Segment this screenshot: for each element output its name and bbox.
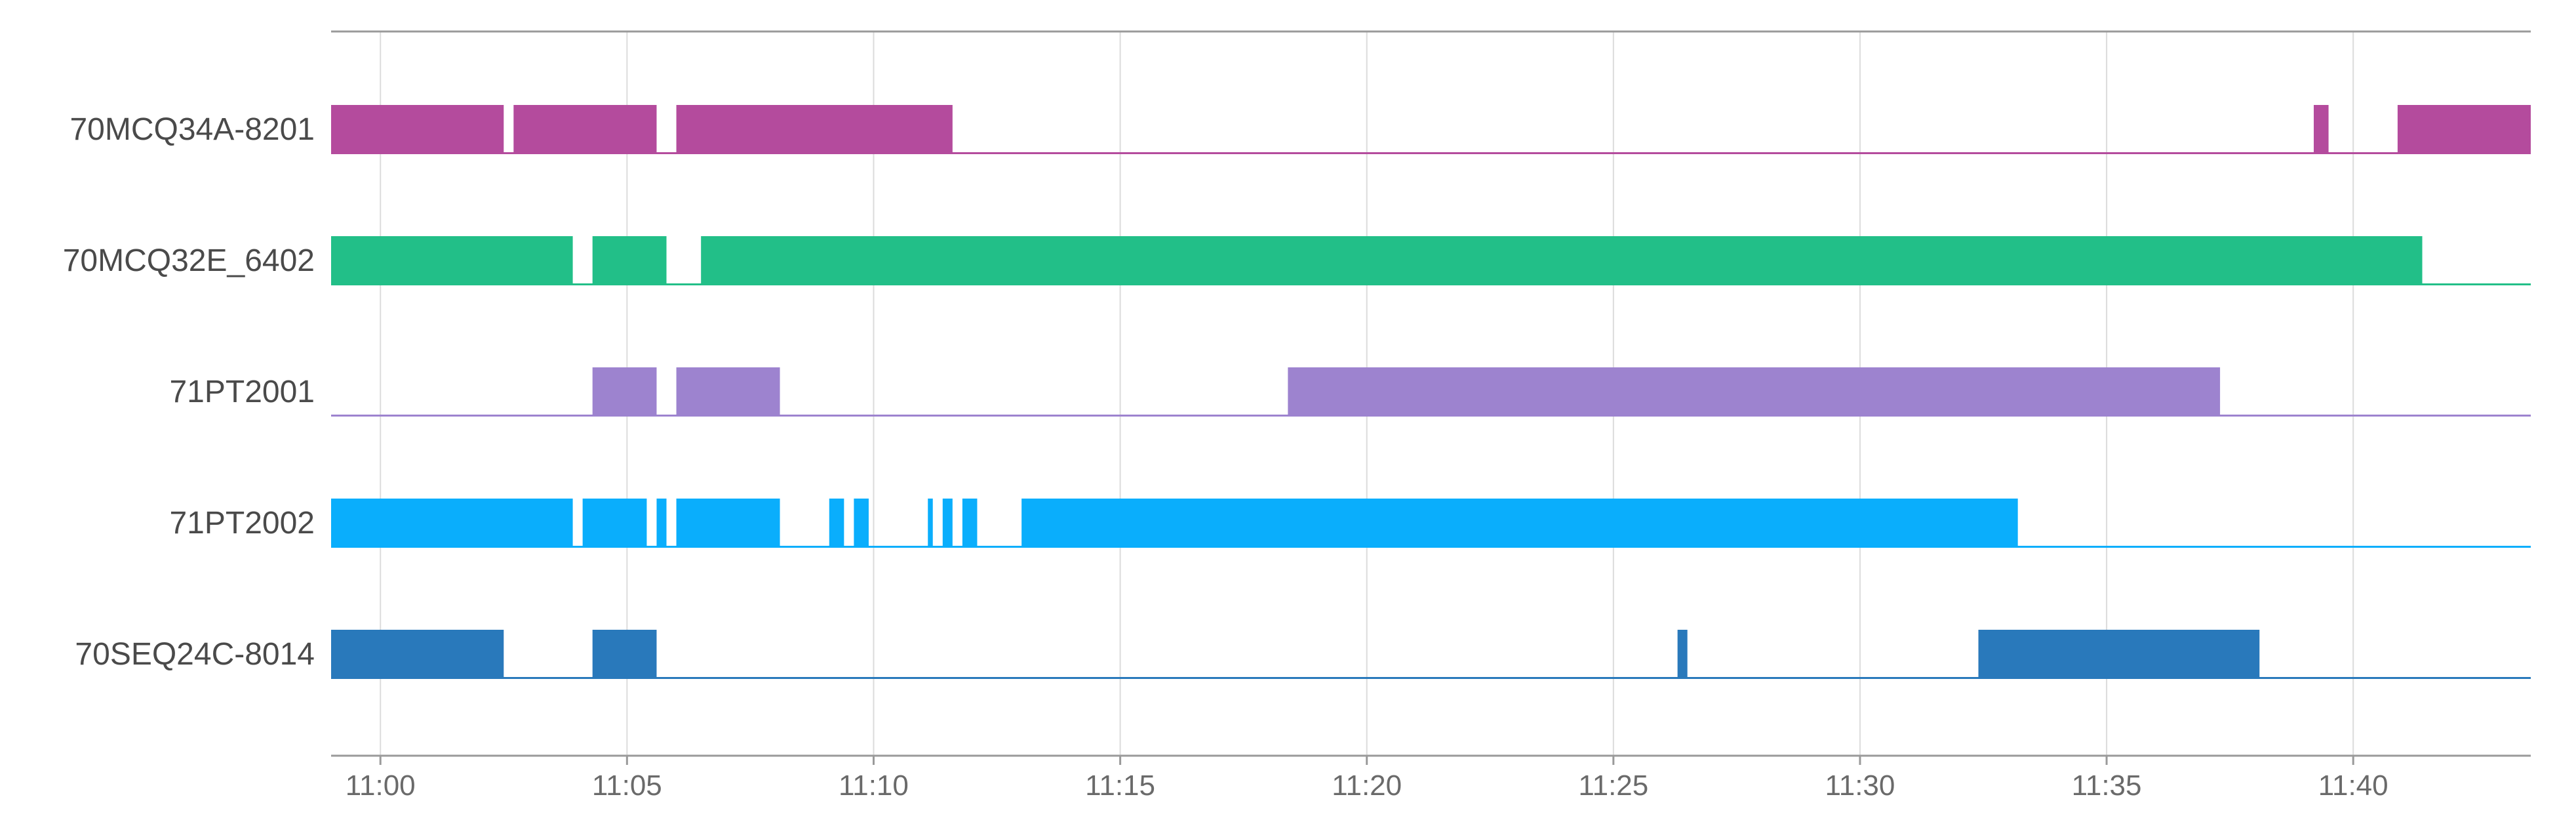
bar-71PT2002-1 <box>582 499 647 548</box>
bar-71PT2001-0 <box>592 367 657 417</box>
lane-label-71PT2002: 71PT2002 <box>169 506 315 541</box>
bar-70SEQ24C-8014-0 <box>331 630 504 679</box>
bar-70SEQ24C-8014-3 <box>1978 630 2260 679</box>
lane-70SEQ24C-8014: 70SEQ24C-8014 <box>75 630 2531 679</box>
bar-70MCQ34A-8201-4 <box>2397 105 2531 154</box>
bar-71PT2002-4 <box>829 499 844 548</box>
bar-71PT2002-8 <box>962 499 978 548</box>
x-tick-label-0: 11:00 <box>346 769 416 802</box>
bar-71PT2001-2 <box>1288 367 2221 417</box>
bar-71PT2002-3 <box>676 499 780 548</box>
x-tick-label-8: 11:40 <box>2318 769 2388 802</box>
bar-71PT2002-0 <box>331 499 573 548</box>
bar-70SEQ24C-8014-2 <box>1677 630 1688 679</box>
lane-70MCQ32E_6402: 70MCQ32E_6402 <box>63 236 2531 285</box>
bar-70SEQ24C-8014-1 <box>592 630 657 679</box>
bar-70MCQ34A-8201-2 <box>676 105 953 154</box>
bar-71PT2002-7 <box>942 499 953 548</box>
bar-70MCQ32E_6402-2 <box>701 236 2423 285</box>
lanes: 70MCQ34A-8201 70MCQ32E_6402 71PT2001 71PT20… <box>63 105 2531 679</box>
bar-70MCQ34A-8201-3 <box>2314 105 2329 154</box>
lane-70MCQ34A-8201: 70MCQ34A-8201 <box>69 105 2531 154</box>
bar-71PT2002-9 <box>1021 499 2018 548</box>
lane-label-70SEQ24C-8014: 70SEQ24C-8014 <box>75 637 315 672</box>
bar-71PT2002-6 <box>928 499 933 548</box>
lane-label-71PT2001: 71PT2001 <box>169 375 315 409</box>
x-tick-label-2: 11:10 <box>839 769 909 802</box>
x-tick-label-5: 11:25 <box>1578 769 1648 802</box>
bar-71PT2002-5 <box>854 499 869 548</box>
x-tick-label-1: 11:05 <box>592 769 662 802</box>
x-axis: 11:00 11:05 11:10 11:15 11:20 11:25 11:30 11:35… <box>346 756 2388 802</box>
x-tick-label-6: 11:30 <box>1825 769 1895 802</box>
bar-70MCQ34A-8201-0 <box>331 105 504 154</box>
lane-71PT2002: 71PT2002 <box>169 499 2531 548</box>
x-tick-label-4: 11:20 <box>1332 769 1402 802</box>
bar-70MCQ34A-8201-1 <box>513 105 657 154</box>
lane-label-70MCQ34A-8201: 70MCQ34A-8201 <box>69 112 315 147</box>
x-tick-label-7: 11:35 <box>2072 769 2142 802</box>
bar-70MCQ32E_6402-0 <box>331 236 573 285</box>
lane-71PT2001: 71PT2001 <box>169 367 2531 417</box>
lane-label-70MCQ32E_6402: 70MCQ32E_6402 <box>63 243 315 278</box>
bar-70MCQ32E_6402-1 <box>592 236 667 285</box>
x-tick-label-3: 11:15 <box>1085 769 1155 802</box>
bar-71PT2002-2 <box>656 499 667 548</box>
bar-71PT2001-1 <box>676 367 780 417</box>
